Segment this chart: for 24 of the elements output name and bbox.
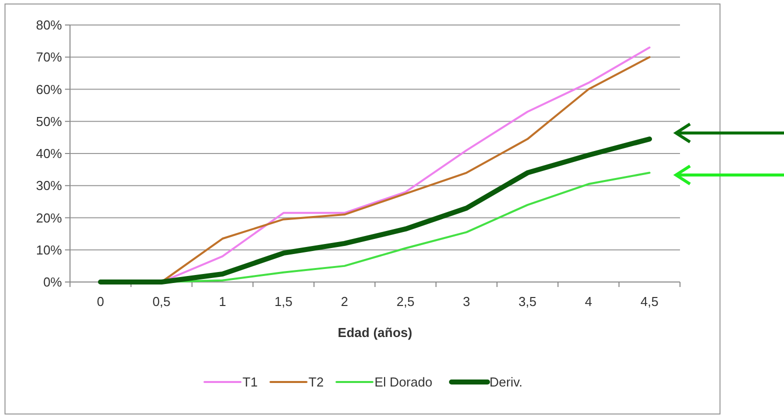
x-tick-label: 0,5: [152, 294, 171, 309]
x-axis-title: Edad (años): [338, 325, 412, 340]
legend-label: T1: [242, 374, 258, 390]
y-tick-label: 30%: [36, 178, 62, 194]
y-tick-label: 50%: [36, 114, 62, 129]
x-tick-label: 2,5: [396, 294, 415, 309]
y-tick-label: 0%: [43, 274, 62, 290]
y-tick-label: 40%: [36, 146, 62, 162]
x-tick-label: 4,5: [640, 294, 659, 309]
y-tick-label: 20%: [36, 210, 62, 226]
x-tick-label: 3: [462, 294, 470, 309]
legend-label: T2: [308, 374, 324, 390]
legend-label: Deriv.: [490, 374, 522, 390]
y-tick-label: 80%: [36, 18, 62, 33]
y-tick-label: 70%: [36, 50, 62, 65]
y-tick-label: 60%: [36, 82, 62, 97]
x-tick-label: 3,5: [518, 294, 537, 309]
x-tick-label: 0: [96, 294, 104, 309]
y-tick-label: 10%: [36, 242, 62, 258]
legend-label: El Dorado: [374, 374, 432, 390]
x-tick-label: 1: [218, 294, 226, 309]
x-tick-label: 2: [340, 294, 348, 309]
x-tick-label: 1,5: [274, 294, 293, 309]
x-tick-label: 4: [584, 294, 592, 309]
